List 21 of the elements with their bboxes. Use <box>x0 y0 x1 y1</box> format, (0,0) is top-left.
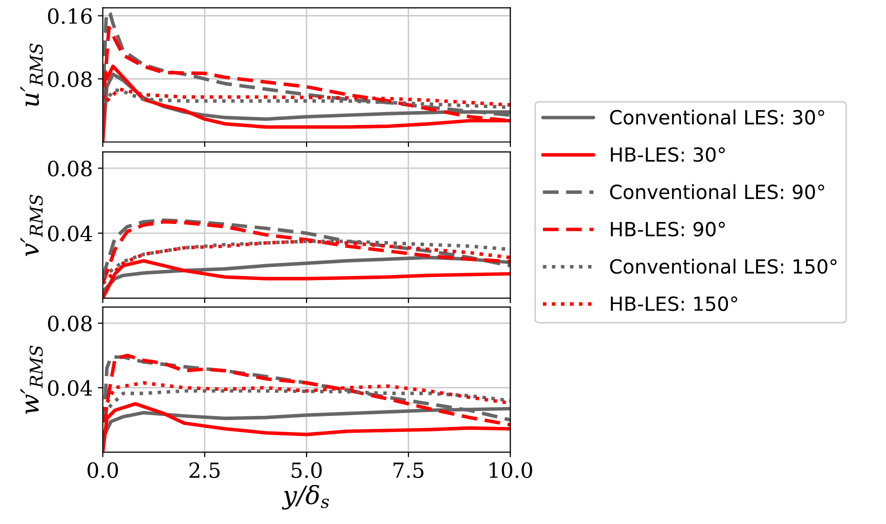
y-axis-title: u′$_{RMS}$ <box>20 44 43 106</box>
legend-label: Conventional LES: 30° <box>610 110 824 125</box>
y-tick-label: 0.04 <box>48 226 92 242</box>
y-tick-label: 0.08 <box>48 160 92 176</box>
legend-label: HB-LES: 150° <box>610 296 738 312</box>
x-tick-label: 0.0 <box>88 462 118 478</box>
x-tick-label: 10.0 <box>490 462 532 478</box>
legend-label: Conventional LES: 90° <box>610 184 824 200</box>
x-axis-title: y/δ$_{s}$ <box>282 484 330 510</box>
x-tick-label: 2.5 <box>190 462 220 478</box>
legend-label: HB-LES: 30° <box>610 147 725 162</box>
legend-label: Conventional LES: 150° <box>610 258 837 274</box>
y-tick-label: 0.04 <box>48 380 92 396</box>
x-tick-label: 5.0 <box>292 462 322 478</box>
y-tick-label: 0.08 <box>48 316 92 332</box>
y-tick-label: 0.16 <box>48 8 92 24</box>
y-tick-label: 0.08 <box>48 71 92 88</box>
y-axis-title: w′$_{RMS}$ <box>20 346 43 414</box>
y-axis-title: v′$_{RMS}$ <box>20 194 43 256</box>
legend-label: HB-LES: 90° <box>610 222 725 237</box>
x-tick-label: 7.5 <box>394 462 424 478</box>
